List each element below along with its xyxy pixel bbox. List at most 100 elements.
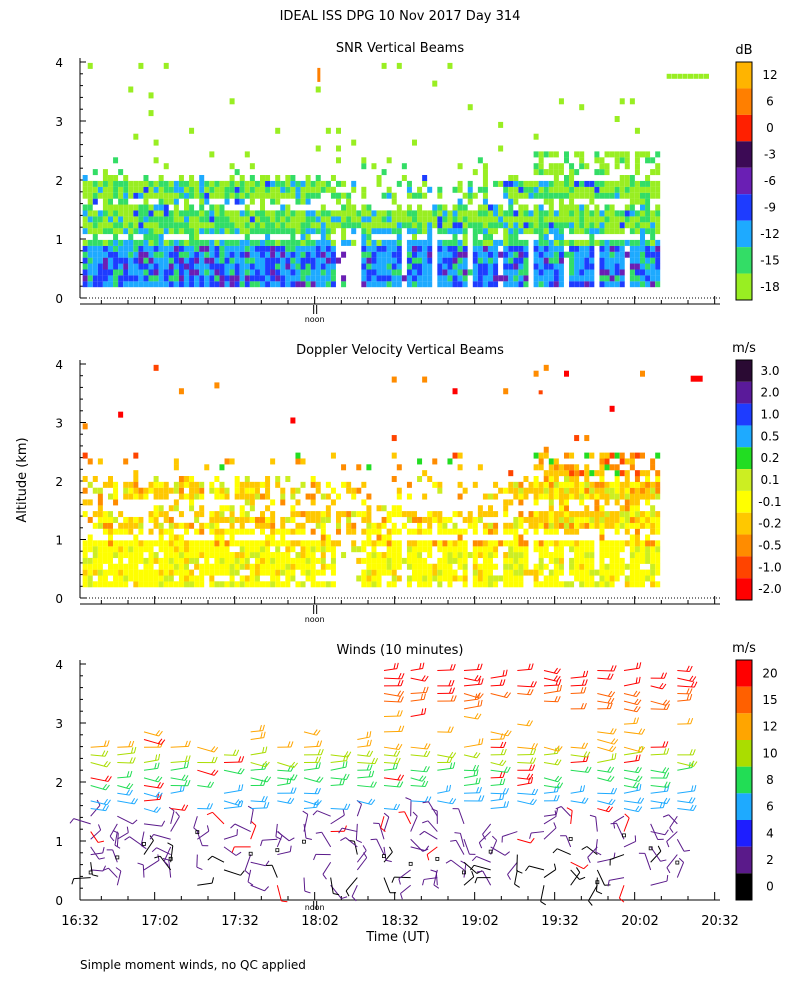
- heat-cell: [655, 557, 661, 564]
- heat-cell: [366, 257, 372, 264]
- wind-barb-feather: [391, 876, 395, 883]
- heat-cell: [138, 228, 144, 235]
- heat-cell: [619, 546, 625, 553]
- heat-cell: [558, 169, 564, 176]
- heat-cell: [518, 499, 524, 506]
- heat-cell: [219, 552, 225, 559]
- wind-barb: [244, 854, 252, 871]
- heat-cell: [315, 263, 321, 270]
- wind-barb-feather: [98, 857, 105, 860]
- heat-cell: [330, 487, 336, 494]
- heat-cell: [128, 239, 134, 246]
- heat-cell: [579, 245, 585, 252]
- heat-cell: [564, 151, 569, 158]
- heat-cell: [295, 487, 301, 494]
- wind-barb: [276, 835, 283, 848]
- wind-barb-feather: [478, 842, 483, 849]
- wind-barb-feather: [534, 789, 539, 795]
- heat-cell: [629, 540, 635, 547]
- heat-cell: [133, 581, 139, 588]
- heat-cell: [634, 198, 640, 205]
- wind-barb-feather: [499, 679, 503, 686]
- wind-barb-feather: [392, 763, 396, 770]
- wind-barb-feather: [527, 777, 531, 784]
- wind-barb: [330, 766, 347, 771]
- wind-barb: [490, 738, 504, 741]
- heat-cell: [97, 210, 103, 217]
- heat-cell: [320, 245, 326, 252]
- wind-barb-feather: [582, 785, 586, 792]
- wind-barb-feather: [610, 665, 614, 672]
- heat-cell: [194, 275, 200, 282]
- heat-cell: [417, 569, 423, 576]
- heat-cell: [265, 275, 271, 282]
- heat-cell: [260, 557, 265, 564]
- heat-cell: [184, 481, 189, 488]
- wind-barb-feather: [183, 762, 187, 769]
- heat-cell: [645, 281, 651, 288]
- heat-cell: [609, 269, 615, 276]
- wind-barb: [623, 700, 638, 706]
- wind-barb-feather: [686, 688, 690, 695]
- heat-cell: [604, 204, 610, 211]
- heat-cell: [442, 204, 448, 211]
- wind-barb-feather: [400, 893, 403, 900]
- heat-cell: [386, 210, 392, 217]
- heat-cell: [624, 493, 630, 500]
- heat-cell: [371, 528, 377, 535]
- heat-cell: [376, 245, 382, 252]
- heat-cell: [503, 245, 509, 252]
- x-tick-label: 19:02: [461, 914, 498, 929]
- y-tick-label: 3: [55, 417, 63, 431]
- wind-barb-feather: [318, 762, 321, 769]
- heat-cell: [655, 528, 661, 535]
- heat-cell: [224, 516, 230, 523]
- heat-cell: [599, 251, 605, 258]
- heat-cell: [564, 476, 569, 482]
- heat-cell: [401, 557, 407, 564]
- heat-cell: [153, 516, 159, 523]
- heat-cell: [204, 228, 210, 235]
- heat-cell: [655, 216, 661, 223]
- heat-cell: [579, 516, 585, 523]
- heat-cell: [513, 540, 519, 547]
- heat-cell: [138, 269, 144, 276]
- heat-cell: [184, 204, 189, 211]
- heat-cell: [523, 239, 529, 246]
- heat-cell: [102, 216, 108, 223]
- heat-cell: [214, 216, 220, 223]
- heat-cell: [391, 522, 397, 529]
- heat-cell: [533, 245, 539, 252]
- heat-cell: [153, 281, 159, 288]
- heat-cell: [366, 563, 372, 570]
- heat-cell: [518, 481, 524, 488]
- heat-cell: [265, 563, 271, 570]
- wind-barb-feather: [102, 867, 109, 871]
- heat-cell: [599, 216, 605, 223]
- heat-cell: [280, 557, 286, 564]
- heat-cell: [574, 476, 580, 482]
- heat-cell: [518, 275, 524, 282]
- heat-cell: [655, 263, 661, 270]
- heat-cell: [472, 245, 478, 252]
- colorbar-swatch: [736, 490, 752, 513]
- wind-barb-feather: [209, 803, 214, 810]
- heat-cell: [305, 546, 311, 553]
- y-tick-label: 0: [55, 894, 63, 908]
- heat-cell: [168, 534, 174, 541]
- heat-cell: [143, 493, 149, 500]
- heat-cell: [249, 275, 255, 282]
- heat-cell: [148, 222, 154, 229]
- heat-cell: [396, 263, 402, 270]
- heat-cell: [442, 557, 448, 564]
- heat-cell: [604, 216, 610, 223]
- wind-barb-feather: [163, 860, 169, 866]
- heat-cell: [184, 239, 189, 246]
- wind-barb-feather: [635, 766, 639, 773]
- heat-cell: [655, 163, 661, 170]
- heat-cell: [452, 388, 458, 395]
- heat-cell: [538, 163, 544, 170]
- heat-cell: [204, 239, 210, 246]
- heat-cell: [330, 281, 336, 288]
- heat-cell: [234, 569, 240, 576]
